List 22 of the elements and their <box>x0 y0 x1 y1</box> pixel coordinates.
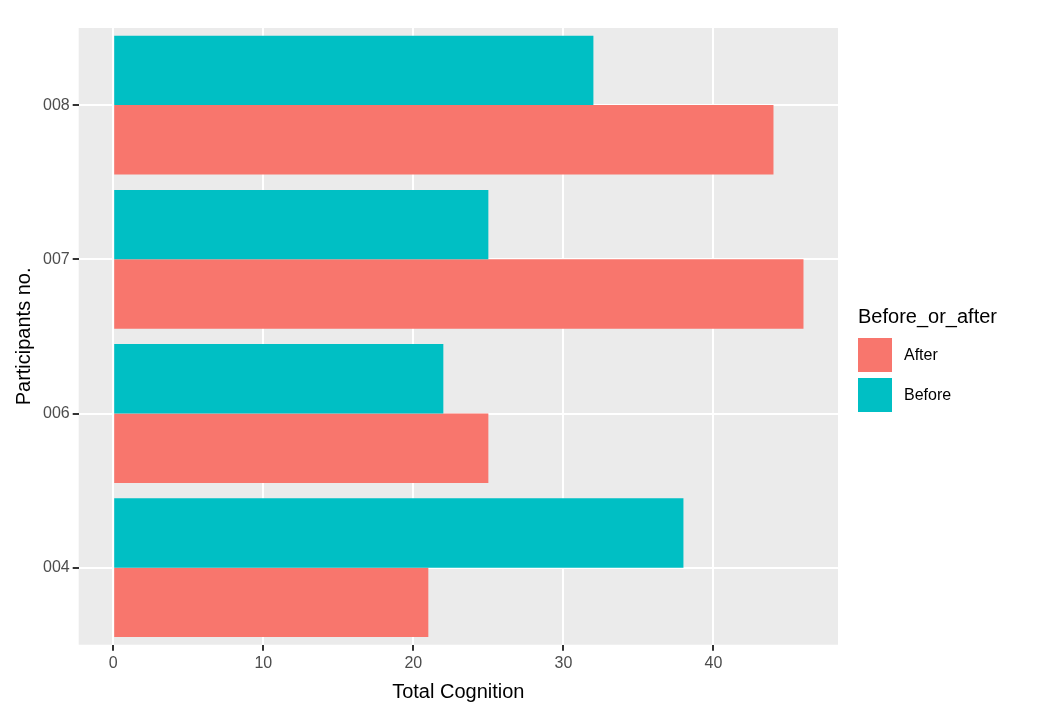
y-axis-title: Participants no. <box>11 267 34 406</box>
y-tick-label: 008 <box>42 95 70 113</box>
x-axis-title: Total Cognition <box>392 679 525 702</box>
bar <box>114 35 594 106</box>
y-tick-label: 006 <box>42 403 70 421</box>
legend-label: Before <box>904 385 952 404</box>
y-tick-label: 007 <box>42 249 70 267</box>
x-tick-label: 0 <box>108 653 118 671</box>
x-tick-label: 10 <box>254 653 273 671</box>
legend-title: Before_or_after <box>858 304 997 328</box>
x-tick-label: 20 <box>404 653 423 671</box>
bar <box>114 344 444 414</box>
bar <box>114 189 489 260</box>
bar <box>114 259 804 329</box>
x-tick-label: 30 <box>554 653 573 671</box>
bar <box>114 567 429 638</box>
bar <box>114 413 489 483</box>
y-tick-label: 004 <box>42 558 70 576</box>
x-tick-label: 40 <box>704 653 723 671</box>
bar <box>114 105 774 175</box>
bar <box>114 498 684 568</box>
legend-label: After <box>904 345 938 364</box>
